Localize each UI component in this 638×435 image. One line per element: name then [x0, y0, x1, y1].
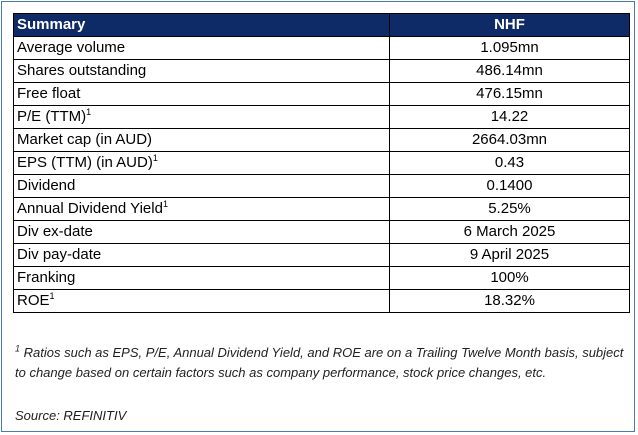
table-row: P/E (TTM)1 14.22 [13, 105, 630, 129]
summary-table: Summary NHF Average volume 1.095mn Shares … [13, 13, 630, 313]
row-label: Free float [13, 82, 390, 106]
row-label: EPS (TTM) (in AUD)1 [13, 151, 390, 175]
footnote-ref: 1 [152, 153, 158, 163]
row-label-text: Dividend [17, 177, 76, 194]
row-label-text: Franking [17, 269, 76, 286]
row-label-text: Shares outstanding [17, 62, 147, 79]
row-label: Franking [13, 266, 390, 290]
source-note: Source: REFINITIV [15, 408, 127, 423]
row-value: 0.43 [389, 151, 630, 175]
footnote-ref: 1 [49, 291, 55, 301]
header-summary: Summary [13, 13, 390, 37]
table-row: Free float 476.15mn [13, 82, 630, 106]
row-value: 6 March 2025 [389, 220, 630, 244]
row-value: 1.095mn [389, 36, 630, 60]
row-value: 476.15mn [389, 82, 630, 106]
table-row: ROE1 18.32% [13, 289, 630, 313]
row-label-text: ROE [17, 292, 50, 309]
row-value: 5.25% [389, 197, 630, 221]
row-label: Annual Dividend Yield1 [13, 197, 390, 221]
table-row: Average volume 1.095mn [13, 36, 630, 60]
row-label: Dividend [13, 174, 390, 198]
footnote-ref: 1 [86, 107, 92, 117]
footnote-text: Ratios such as EPS, P/E, Annual Dividend… [15, 345, 624, 380]
table-row: Shares outstanding 486.14mn [13, 59, 630, 83]
row-value: 14.22 [389, 105, 630, 129]
row-label-text: Market cap (in AUD) [17, 131, 153, 148]
row-label: Market cap (in AUD) [13, 128, 390, 152]
row-label: Div ex-date [13, 220, 390, 244]
table-header-row: Summary NHF [13, 13, 630, 37]
table-row: Market cap (in AUD) 2664.03mn [13, 128, 630, 152]
row-label: Average volume [13, 36, 390, 60]
row-label-text: Div pay-date [17, 246, 102, 263]
row-label: P/E (TTM)1 [13, 105, 390, 129]
row-label-text: Div ex-date [17, 223, 93, 240]
row-label: ROE1 [13, 289, 390, 313]
row-label: Shares outstanding [13, 59, 390, 83]
row-label-text: Annual Dividend Yield [17, 200, 163, 217]
row-value: 18.32% [389, 289, 630, 313]
row-label-text: Free float [17, 85, 81, 102]
row-value: 9 April 2025 [389, 243, 630, 267]
row-label-text: Average volume [17, 39, 126, 56]
row-value: 486.14mn [389, 59, 630, 83]
table-row: Franking 100% [13, 266, 630, 290]
row-label-text: EPS (TTM) (in AUD) [17, 154, 153, 171]
table-row: Div pay-date 9 April 2025 [13, 243, 630, 267]
table-row: Dividend 0.1400 [13, 174, 630, 198]
table-row: Div ex-date 6 March 2025 [13, 220, 630, 244]
footnote-ref: 1 [162, 199, 168, 209]
footnote: 1 Ratios such as EPS, P/E, Annual Divide… [15, 343, 627, 383]
table-body: Average volume 1.095mn Shares outstanding 4… [13, 36, 630, 313]
table-row: EPS (TTM) (in AUD)1 0.43 [13, 151, 630, 175]
row-value: 0.1400 [389, 174, 630, 198]
row-label: Div pay-date [13, 243, 390, 267]
table-row: Annual Dividend Yield1 5.25% [13, 197, 630, 221]
row-value: 2664.03mn [389, 128, 630, 152]
row-label-text: P/E (TTM) [17, 108, 87, 125]
footnote-marker: 1 [15, 343, 21, 354]
header-ticker: NHF [389, 13, 630, 37]
row-value: 100% [389, 266, 630, 290]
